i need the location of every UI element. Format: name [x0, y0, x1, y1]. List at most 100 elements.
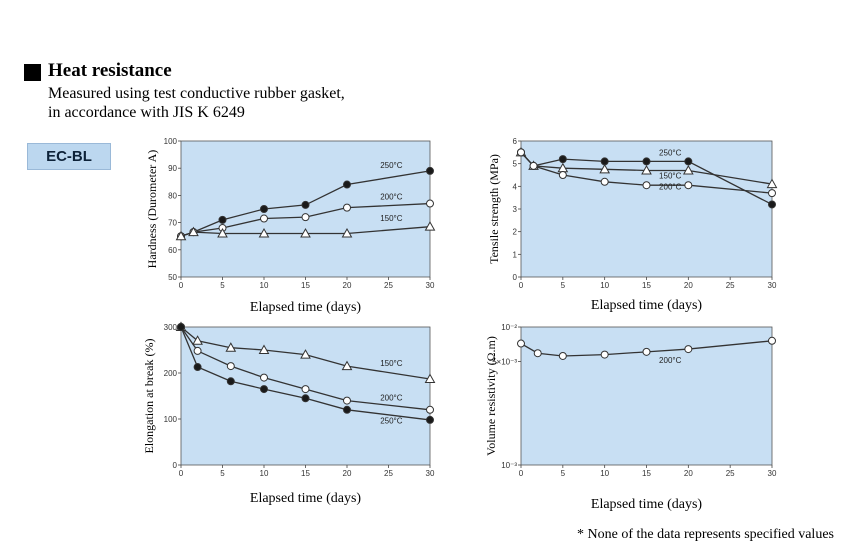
x-tick-label: 20: [684, 281, 693, 290]
y-tick-label: 10⁻³: [501, 461, 517, 470]
x-tick-label: 25: [726, 469, 735, 478]
x-tick-label: 15: [301, 281, 310, 290]
x-tick-label: 30: [768, 281, 777, 290]
y-tick-label: 200: [164, 369, 178, 378]
data-point-150°C: [682, 164, 694, 175]
data-point-200°C: [642, 347, 651, 356]
data-point-250°C: [343, 405, 351, 414]
data-point-250°C: [260, 385, 268, 394]
series-annotation: 250°C: [380, 417, 403, 426]
data-point-250°C: [343, 180, 351, 189]
y-tick-label: 3: [513, 205, 518, 214]
y-axis-label: Elongation at break (%): [142, 339, 156, 454]
data-point-150°C: [424, 221, 436, 231]
data-point-200°C: [193, 346, 202, 355]
x-tick-label: 0: [519, 469, 524, 478]
y-tick-label: 0: [513, 273, 518, 282]
x-tick-label: 0: [519, 281, 524, 290]
data-point-250°C: [558, 155, 567, 164]
y-axis-label: Tensile strength (MPa): [487, 154, 501, 264]
y-tick-label: 4: [513, 182, 518, 191]
series-annotation: 150°C: [380, 214, 403, 223]
data-point-150°C: [258, 227, 270, 238]
x-tick-label: 15: [642, 281, 651, 290]
x-axis-label: Elapsed time (days): [591, 298, 703, 313]
y-tick-label: 70: [168, 219, 177, 228]
x-tick-label: 30: [768, 469, 777, 478]
data-point-200°C: [260, 214, 268, 223]
data-point-200°C: [517, 339, 525, 348]
data-point-150°C: [188, 226, 199, 237]
y-tick-label: 100: [164, 415, 178, 424]
x-tick-label: 20: [684, 469, 693, 478]
description-line-1: Measured using test conductive rubber ga…: [48, 85, 345, 102]
y-tick-label: 300: [164, 323, 178, 332]
x-tick-label: 25: [726, 281, 735, 290]
x-tick-label: 30: [426, 281, 435, 290]
y-tick-label: 6: [513, 137, 518, 146]
data-point-150°C: [341, 360, 353, 371]
data-point-250°C: [642, 157, 651, 166]
x-tick-label: 15: [642, 469, 651, 478]
data-point-200°C: [600, 350, 609, 359]
data-point-250°C: [301, 200, 310, 209]
data-point-150°C: [225, 342, 237, 352]
data-point-200°C: [600, 177, 609, 186]
x-tick-label: 5: [220, 281, 225, 290]
x-tick-label: 0: [179, 469, 184, 478]
y-axis-label: Hardness (Durometer A): [145, 150, 159, 269]
data-point-200°C: [768, 336, 776, 345]
section-description: Measured using test conductive rubber ga…: [48, 84, 468, 122]
y-axis-label: Volume resistivity (Ω.m): [484, 336, 498, 456]
x-tick-label: 10: [260, 281, 269, 290]
x-axis-label: Elapsed time (days): [591, 497, 703, 512]
data-point-200°C: [343, 203, 351, 212]
x-tick-label: 25: [384, 281, 393, 290]
data-point-150°C: [192, 335, 203, 345]
series-annotation: 150°C: [380, 359, 403, 368]
series-annotation: 200°C: [659, 183, 682, 192]
data-point-250°C: [260, 205, 268, 213]
data-point-200°C: [426, 405, 434, 414]
y-tick-label: 5×10⁻³: [492, 358, 517, 367]
x-tick-label: 10: [600, 281, 609, 290]
plot-area: [520, 326, 773, 466]
data-point-200°C: [260, 373, 268, 382]
data-point-150°C: [424, 373, 436, 383]
x-tick-label: 5: [220, 469, 225, 478]
series-annotation: 200°C: [659, 356, 682, 365]
data-point-150°C: [300, 227, 311, 238]
data-point-150°C: [341, 227, 353, 238]
series-annotation: 200°C: [380, 192, 403, 201]
data-point-200°C: [426, 199, 434, 208]
y-tick-label: 10⁻²: [501, 323, 517, 332]
data-point-150°C: [175, 230, 187, 241]
header-square-icon: [24, 64, 41, 81]
data-point-200°C: [301, 213, 310, 222]
x-tick-label: 15: [301, 469, 310, 478]
data-point-150°C: [766, 178, 778, 189]
data-point-250°C: [426, 166, 434, 175]
data-point-150°C: [641, 164, 652, 175]
data-point-200°C: [343, 396, 351, 405]
x-tick-label: 25: [384, 469, 393, 478]
data-point-250°C: [218, 215, 227, 224]
y-tick-label: 50: [168, 273, 177, 282]
x-tick-label: 10: [260, 469, 269, 478]
data-point-200°C: [642, 181, 651, 190]
x-tick-label: 5: [561, 469, 566, 478]
data-point-150°C: [300, 349, 311, 359]
x-tick-label: 0: [179, 281, 184, 290]
series-annotation: 250°C: [380, 161, 403, 170]
data-point-150°C: [258, 344, 270, 354]
series-annotation: 200°C: [380, 394, 403, 403]
y-tick-label: 1: [513, 250, 518, 259]
data-point-200°C: [684, 345, 693, 354]
y-tick-label: 80: [168, 191, 177, 200]
